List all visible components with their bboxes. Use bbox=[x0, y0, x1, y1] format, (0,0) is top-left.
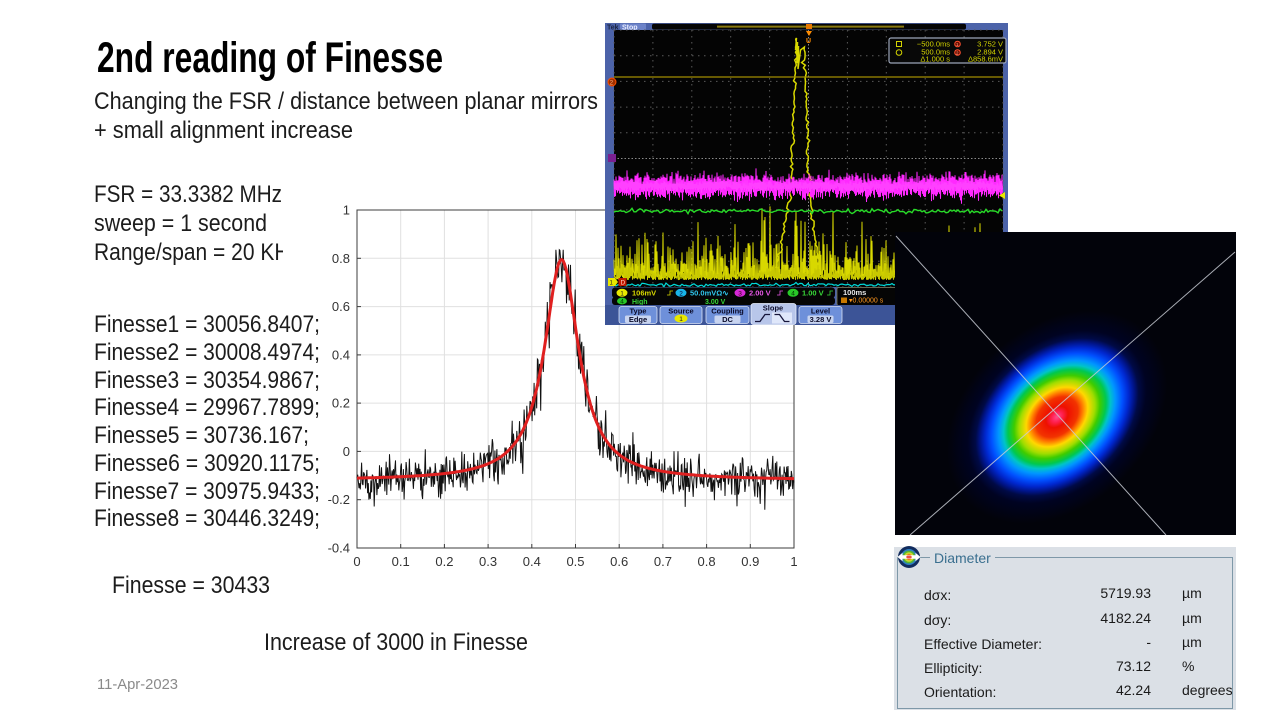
svg-text:0.3: 0.3 bbox=[479, 554, 497, 569]
svg-text:0: 0 bbox=[353, 554, 360, 569]
svg-text:Edge: Edge bbox=[629, 315, 647, 324]
svg-text:50.0mVΩ∿: 50.0mVΩ∿ bbox=[690, 289, 729, 298]
svg-text:0.6: 0.6 bbox=[610, 554, 628, 569]
svg-text:2.894 V: 2.894 V bbox=[977, 48, 1003, 57]
svg-text:2: 2 bbox=[610, 81, 614, 87]
svg-text:2: 2 bbox=[679, 290, 683, 297]
svg-text:0.2: 0.2 bbox=[332, 396, 350, 411]
svg-text:1: 1 bbox=[790, 554, 797, 569]
svg-text:U: U bbox=[806, 38, 811, 45]
svg-text:500.0ms: 500.0ms bbox=[921, 48, 950, 57]
svg-text:2.00 V: 2.00 V bbox=[749, 289, 771, 298]
svg-text:0.2: 0.2 bbox=[435, 554, 453, 569]
svg-text:0.8: 0.8 bbox=[332, 251, 350, 266]
svg-text:0.7: 0.7 bbox=[654, 554, 672, 569]
svg-text:-0.2: -0.2 bbox=[328, 492, 350, 507]
svg-text:106mV: 106mV bbox=[632, 289, 656, 298]
svg-text:1: 1 bbox=[956, 42, 959, 47]
svg-text:Δ1.000 s: Δ1.000 s bbox=[920, 55, 950, 64]
svg-text:3.28 V: 3.28 V bbox=[810, 315, 832, 324]
svg-text:High: High bbox=[632, 299, 648, 306]
svg-text:0.8: 0.8 bbox=[698, 554, 716, 569]
svg-text:100ms: 100ms bbox=[843, 288, 866, 297]
svg-text:1.00 V: 1.00 V bbox=[802, 289, 824, 298]
svg-text:Stop: Stop bbox=[622, 25, 638, 32]
svg-text:Tek: Tek bbox=[607, 25, 619, 32]
svg-text:4: 4 bbox=[791, 290, 795, 297]
svg-text:0.6: 0.6 bbox=[332, 299, 350, 314]
svg-text:▾0.00000 s: ▾0.00000 s bbox=[849, 298, 884, 305]
svg-text:1: 1 bbox=[679, 316, 683, 323]
svg-text:Source: Source bbox=[668, 307, 693, 316]
svg-text:4: 4 bbox=[620, 299, 624, 306]
svg-text:3: 3 bbox=[738, 290, 742, 297]
svg-text:0.1: 0.1 bbox=[392, 554, 410, 569]
svg-text:1: 1 bbox=[620, 290, 624, 297]
svg-text:0.4: 0.4 bbox=[523, 554, 541, 569]
svg-text:DC: DC bbox=[722, 315, 733, 324]
svg-text:0.5: 0.5 bbox=[566, 554, 584, 569]
svg-text:−500.0ms: −500.0ms bbox=[917, 40, 950, 49]
svg-text:1: 1 bbox=[343, 203, 350, 218]
svg-text:Δ858.6mV: Δ858.6mV bbox=[968, 55, 1003, 64]
svg-text:3.00 V: 3.00 V bbox=[705, 299, 726, 306]
svg-text:0: 0 bbox=[343, 444, 350, 459]
svg-text:Type: Type bbox=[630, 307, 647, 316]
svg-text:D: D bbox=[621, 280, 626, 287]
svg-text:Slope: Slope bbox=[763, 304, 783, 313]
svg-text:2: 2 bbox=[956, 51, 959, 56]
svg-text:1: 1 bbox=[610, 281, 614, 287]
svg-text:3.752 V: 3.752 V bbox=[977, 40, 1003, 49]
svg-text:-0.4: -0.4 bbox=[328, 541, 350, 556]
svg-text:0.9: 0.9 bbox=[741, 554, 759, 569]
svg-text:0.4: 0.4 bbox=[332, 347, 350, 362]
svg-text:Coupling: Coupling bbox=[711, 307, 744, 316]
svg-text:Level: Level bbox=[811, 307, 830, 316]
